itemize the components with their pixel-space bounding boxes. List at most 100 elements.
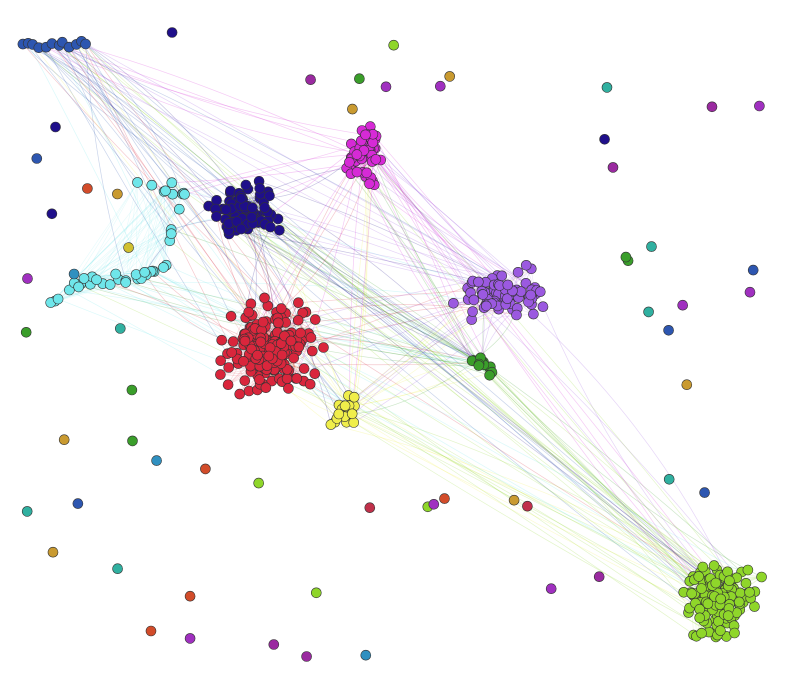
node <box>268 639 280 650</box>
node <box>439 493 450 504</box>
edge <box>135 194 173 275</box>
node <box>702 598 714 610</box>
edge <box>371 156 487 283</box>
node <box>593 571 605 583</box>
node <box>361 167 373 179</box>
node <box>694 612 706 624</box>
node <box>115 323 126 334</box>
node <box>239 335 251 347</box>
edge <box>85 43 127 281</box>
node <box>351 149 363 160</box>
node <box>247 202 258 213</box>
node <box>220 204 232 215</box>
node <box>146 179 158 191</box>
edge <box>51 43 167 266</box>
node <box>528 308 539 320</box>
node <box>110 268 121 280</box>
node <box>601 82 613 93</box>
node <box>467 306 478 317</box>
edge <box>81 40 251 212</box>
edge <box>278 322 718 594</box>
node <box>31 153 43 164</box>
edge <box>109 208 180 285</box>
edge <box>81 41 726 588</box>
node <box>354 73 365 84</box>
node <box>298 363 310 374</box>
node <box>681 379 693 391</box>
edge <box>90 233 172 285</box>
edge <box>368 149 491 367</box>
node <box>380 81 392 93</box>
node <box>58 434 70 446</box>
node <box>484 369 495 381</box>
node <box>545 583 557 595</box>
node <box>145 625 157 637</box>
edge <box>370 142 695 596</box>
edge <box>51 43 355 407</box>
edge <box>262 329 725 598</box>
edge <box>298 288 494 304</box>
node <box>444 71 456 82</box>
edge <box>51 43 234 216</box>
node <box>264 190 275 202</box>
node <box>253 477 265 489</box>
node <box>710 577 722 589</box>
edge <box>85 43 740 605</box>
node <box>225 310 237 322</box>
node <box>706 101 718 113</box>
edge <box>483 364 712 604</box>
node <box>477 289 489 300</box>
edge <box>68 47 277 346</box>
node <box>663 473 675 485</box>
node <box>46 208 58 220</box>
edge <box>241 228 490 368</box>
edge <box>536 290 711 579</box>
edge <box>61 42 172 230</box>
edge <box>285 313 699 577</box>
edge <box>344 416 718 636</box>
edge <box>69 182 138 291</box>
node <box>265 221 276 233</box>
edge <box>68 46 735 626</box>
edge <box>51 43 729 616</box>
edge <box>59 45 706 593</box>
node <box>184 590 196 602</box>
node <box>78 273 90 284</box>
node <box>722 610 734 622</box>
edge <box>362 172 491 368</box>
edge <box>85 43 183 195</box>
node <box>511 309 522 321</box>
edge <box>28 42 232 221</box>
edge <box>366 172 535 290</box>
edge <box>151 184 508 300</box>
node <box>360 129 371 141</box>
edge <box>51 43 363 145</box>
node <box>127 435 138 447</box>
node <box>104 279 116 290</box>
edge <box>356 171 473 361</box>
edge <box>78 182 138 288</box>
node <box>508 494 520 506</box>
edge <box>81 40 531 296</box>
edge <box>305 311 479 366</box>
edge <box>338 404 740 605</box>
edge <box>38 47 532 299</box>
edge <box>471 313 534 320</box>
node <box>360 649 372 661</box>
edge <box>59 45 360 157</box>
edge <box>277 218 710 580</box>
edge <box>125 182 138 283</box>
edge <box>374 148 527 284</box>
edges <box>22 40 762 638</box>
node <box>744 286 756 298</box>
node <box>309 314 321 325</box>
node <box>722 566 733 578</box>
edge <box>354 371 493 407</box>
node <box>112 188 123 200</box>
node <box>293 341 305 353</box>
edge <box>32 44 338 419</box>
node <box>292 314 304 326</box>
node <box>126 384 138 396</box>
node <box>305 332 317 343</box>
node <box>68 268 80 280</box>
